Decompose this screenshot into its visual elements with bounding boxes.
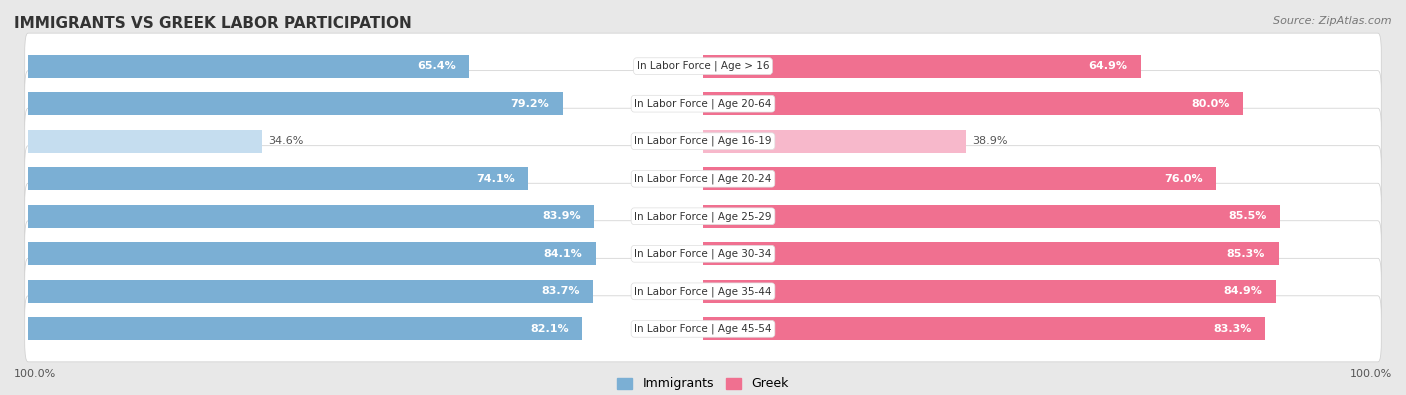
Text: 83.9%: 83.9% xyxy=(543,211,581,221)
Text: IMMIGRANTS VS GREEK LABOR PARTICIPATION: IMMIGRANTS VS GREEK LABOR PARTICIPATION xyxy=(14,16,412,31)
Text: 80.0%: 80.0% xyxy=(1191,99,1229,109)
Bar xyxy=(28,242,596,265)
Text: 76.0%: 76.0% xyxy=(1164,174,1202,184)
Bar xyxy=(703,55,1142,78)
Bar xyxy=(28,280,593,303)
Text: 84.9%: 84.9% xyxy=(1223,286,1263,296)
FancyBboxPatch shape xyxy=(25,71,1381,137)
Text: 34.6%: 34.6% xyxy=(269,136,304,146)
Bar xyxy=(703,317,1265,340)
Text: 64.9%: 64.9% xyxy=(1088,61,1128,71)
Bar xyxy=(703,205,1279,228)
FancyBboxPatch shape xyxy=(25,183,1381,249)
Text: In Labor Force | Age 16-19: In Labor Force | Age 16-19 xyxy=(634,136,772,147)
Bar xyxy=(703,280,1277,303)
Text: 82.1%: 82.1% xyxy=(530,324,568,334)
Text: In Labor Force | Age 30-34: In Labor Force | Age 30-34 xyxy=(634,248,772,259)
Bar xyxy=(703,242,1278,265)
FancyBboxPatch shape xyxy=(25,108,1381,174)
Bar xyxy=(28,130,262,153)
Text: 85.5%: 85.5% xyxy=(1229,211,1267,221)
Text: 100.0%: 100.0% xyxy=(14,369,56,379)
Text: 100.0%: 100.0% xyxy=(1350,369,1392,379)
Text: 85.3%: 85.3% xyxy=(1227,249,1265,259)
Text: In Labor Force | Age 25-29: In Labor Force | Age 25-29 xyxy=(634,211,772,222)
Bar xyxy=(28,167,529,190)
Bar xyxy=(703,92,1243,115)
Text: 83.3%: 83.3% xyxy=(1213,324,1251,334)
Text: 65.4%: 65.4% xyxy=(418,61,456,71)
FancyBboxPatch shape xyxy=(25,146,1381,212)
Bar xyxy=(703,167,1216,190)
Bar xyxy=(703,130,966,153)
FancyBboxPatch shape xyxy=(25,258,1381,324)
FancyBboxPatch shape xyxy=(25,33,1381,99)
Legend: Immigrants, Greek: Immigrants, Greek xyxy=(612,372,794,395)
Text: 74.1%: 74.1% xyxy=(477,174,515,184)
Text: 38.9%: 38.9% xyxy=(973,136,1008,146)
Text: In Labor Force | Age 35-44: In Labor Force | Age 35-44 xyxy=(634,286,772,297)
Text: In Labor Force | Age 20-24: In Labor Force | Age 20-24 xyxy=(634,173,772,184)
Text: 84.1%: 84.1% xyxy=(544,249,582,259)
Text: In Labor Force | Age 20-64: In Labor Force | Age 20-64 xyxy=(634,98,772,109)
FancyBboxPatch shape xyxy=(25,296,1381,362)
FancyBboxPatch shape xyxy=(25,221,1381,287)
Bar xyxy=(28,205,595,228)
Text: 83.7%: 83.7% xyxy=(541,286,579,296)
Text: Source: ZipAtlas.com: Source: ZipAtlas.com xyxy=(1274,16,1392,26)
Text: In Labor Force | Age > 16: In Labor Force | Age > 16 xyxy=(637,61,769,71)
Bar xyxy=(28,317,582,340)
Bar xyxy=(28,92,562,115)
Text: 79.2%: 79.2% xyxy=(510,99,550,109)
Bar xyxy=(28,55,470,78)
Text: In Labor Force | Age 45-54: In Labor Force | Age 45-54 xyxy=(634,324,772,334)
